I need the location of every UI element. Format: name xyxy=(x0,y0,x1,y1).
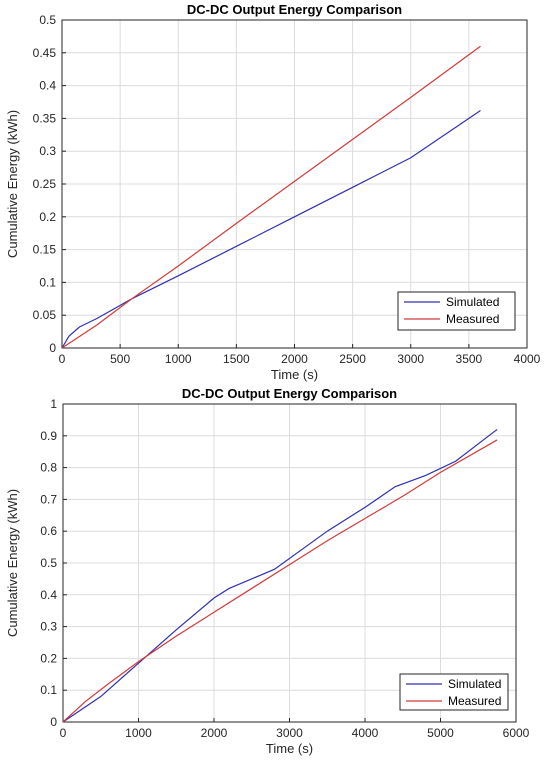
y-tick-label: 0.8 xyxy=(40,461,57,475)
y-tick-label: 0.3 xyxy=(39,144,56,158)
x-axis-label: Time (s) xyxy=(271,367,318,382)
x-tick-label: 4000 xyxy=(352,726,379,740)
series xyxy=(62,428,498,723)
y-tick-label: 0 xyxy=(50,715,57,729)
y-tick-label: 1 xyxy=(50,397,57,411)
legend-box xyxy=(397,291,516,331)
legend-label-measured: Measured xyxy=(446,312,499,326)
x-tick-label: 3500 xyxy=(456,352,483,366)
series xyxy=(61,45,481,349)
y-tick-label: 0.6 xyxy=(40,524,57,538)
y-tick-label: 0.5 xyxy=(39,13,56,27)
y-tick-label: 0.4 xyxy=(39,79,56,93)
y-tick-label: 0.1 xyxy=(39,275,56,289)
y-tick-label: 0.3 xyxy=(40,620,57,634)
y-tick-label: 0.05 xyxy=(33,308,57,322)
legend-label-simulated: Simulated xyxy=(448,677,501,691)
y-tick-label: 0.2 xyxy=(39,210,56,224)
legend-label-measured: Measured xyxy=(448,694,501,708)
x-tick-label: 500 xyxy=(110,352,130,366)
chart-bottom-svg: 0 1000 2000 3000 4000 5000 6000 0 0.1 0.2 0.3 0.4 0.… xyxy=(5,386,530,756)
x-tick-label: 3000 xyxy=(397,352,424,366)
y-tick-label: 0 xyxy=(49,341,56,355)
y-tick-label: 0.5 xyxy=(40,556,57,570)
x-tick-label: 1000 xyxy=(125,726,152,740)
x-tick-label: 0 xyxy=(60,726,67,740)
y-tick-label: 0.1 xyxy=(40,683,57,697)
legend: Simulated Measured xyxy=(399,673,509,711)
y-tick-label: 0.25 xyxy=(33,177,57,191)
legend: Simulated Measured xyxy=(397,291,516,331)
ticks: 0 1000 2000 3000 4000 5000 6000 0 0.1 0.2 0.3 0.4 0.… xyxy=(40,397,529,740)
ticks: 0 500 1000 1500 2000 2500 3000 3500 4000 0 0.05 0.1… xyxy=(33,13,541,366)
y-axis-label: Cumulative Energy (kWh) xyxy=(5,489,20,637)
y-tick-label: 0.45 xyxy=(33,46,57,60)
x-axis-label: Time (s) xyxy=(266,741,313,756)
chart-bottom: 0 1000 2000 3000 4000 5000 6000 0 0.1 0.2 0.3 0.4 0.… xyxy=(0,382,550,764)
x-tick-label: 1500 xyxy=(223,352,250,366)
chart-title: DC-DC Output Energy Comparison xyxy=(187,2,402,17)
y-tick-label: 0.2 xyxy=(40,651,57,665)
chart-top: 0 500 1000 1500 2000 2500 3000 3500 4000 0 0.05 0.1… xyxy=(5,2,541,382)
y-tick-label: 0.4 xyxy=(40,588,57,602)
y-axis-label: Cumulative Energy (kWh) xyxy=(5,110,20,258)
legend-label-simulated: Simulated xyxy=(446,295,499,309)
x-tick-label: 6000 xyxy=(503,726,530,740)
y-tick-label: 0.35 xyxy=(33,111,57,125)
x-tick-label: 1000 xyxy=(165,352,192,366)
series-line-simulated xyxy=(61,110,481,349)
chart-title: DC-DC Output Energy Comparison xyxy=(182,386,397,401)
series-line-measured xyxy=(62,439,498,723)
x-tick-label: 4000 xyxy=(514,352,541,366)
x-tick-label: 2000 xyxy=(201,726,228,740)
y-tick-label: 0.15 xyxy=(33,243,57,257)
x-tick-label: 2000 xyxy=(281,352,308,366)
x-tick-label: 2500 xyxy=(339,352,366,366)
chart-top-svg: 0 500 1000 1500 2000 2500 3000 3500 4000 0 0.05 0.1… xyxy=(5,2,541,382)
y-tick-label: 0.9 xyxy=(40,429,57,443)
y-tick-label: 0.7 xyxy=(40,492,57,506)
legend-box xyxy=(399,673,509,711)
x-tick-label: 5000 xyxy=(427,726,454,740)
series-line-measured xyxy=(61,45,481,349)
x-tick-label: 0 xyxy=(59,352,66,366)
x-tick-label: 3000 xyxy=(276,726,303,740)
